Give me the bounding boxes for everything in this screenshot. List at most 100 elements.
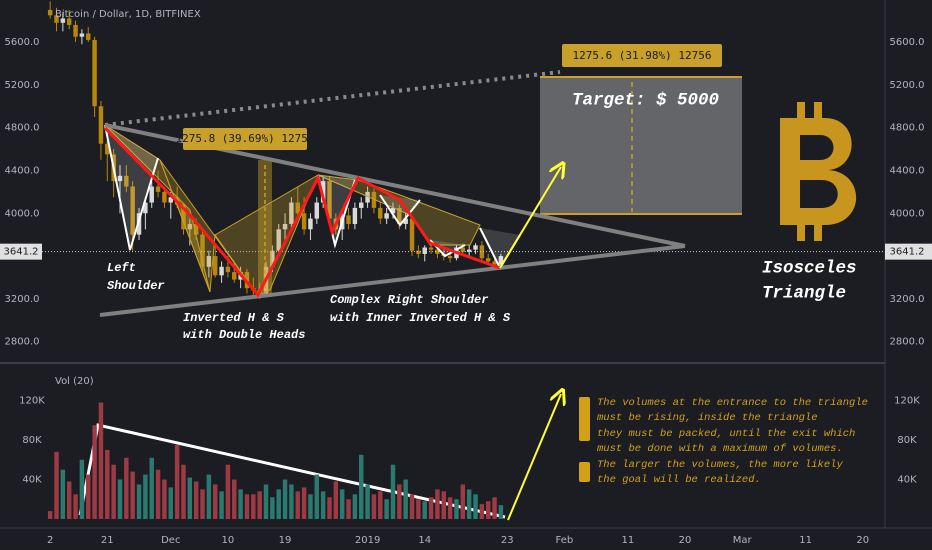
volume-bar: [168, 487, 174, 519]
candle-body: [225, 266, 231, 273]
x-tick-label: Dec: [161, 535, 180, 546]
y-tick-label: 5600.0: [890, 37, 925, 48]
volume-bar: [270, 497, 275, 519]
volume-bar: [200, 489, 205, 519]
volume-bar: [143, 474, 148, 519]
candle-body: [212, 256, 218, 276]
volume-bar: [98, 402, 104, 519]
y-tick-label: 3200.0: [5, 294, 40, 305]
target-zone: [540, 77, 742, 214]
x-tick-label: Feb: [556, 535, 574, 546]
pattern-label: Shoulder: [107, 279, 165, 293]
volume-bar: [466, 489, 472, 519]
candle-body: [403, 218, 408, 224]
volume-bar: [371, 494, 377, 519]
volume-bar: [263, 484, 269, 519]
x-tick-label: 11: [622, 535, 635, 546]
bitcoin-logo: [814, 102, 822, 120]
volume-bar: [219, 491, 224, 519]
y-tick-label: 4800.0: [890, 123, 925, 134]
y-tick-label: 3200.0: [890, 294, 925, 305]
candle-body: [397, 207, 402, 224]
x-tick-label: 21: [101, 535, 114, 546]
candle-body: [352, 207, 358, 224]
candle-body: [60, 18, 66, 23]
measure-label-box: [562, 44, 722, 67]
volume-bar: [155, 469, 161, 519]
candle-body: [155, 186, 161, 192]
candle-body: [73, 24, 78, 37]
candle-body: [327, 181, 332, 219]
volume-bar: [492, 497, 497, 519]
candle-body: [206, 256, 212, 267]
volume-bar: [409, 494, 415, 519]
volume-bar: [416, 499, 421, 519]
volume-note: the goal will be realized.: [597, 474, 761, 486]
volume-bar: [435, 489, 440, 519]
volume-bar: [346, 499, 351, 519]
volume-note: must be rising, inside the triangle: [597, 412, 818, 424]
volume-bar: [422, 501, 427, 519]
candle-body: [149, 186, 154, 203]
candle-body: [473, 245, 478, 250]
pattern-label: with Inner Inverted H & S: [330, 311, 511, 325]
candle-body: [447, 256, 453, 259]
bitcoin-logo: [780, 118, 857, 225]
volume-bar: [193, 481, 199, 519]
candle-body: [320, 181, 326, 203]
candle-body: [232, 272, 237, 280]
y-tick-label: 4000.0: [890, 208, 925, 219]
left-shoulder-line: [104, 124, 159, 251]
x-tick-label: 2019: [355, 535, 380, 546]
pattern-label: with Double Heads: [183, 328, 305, 342]
x-tick-label: 10: [222, 535, 235, 546]
candle-body: [270, 250, 275, 267]
volume-bar: [384, 499, 389, 519]
volume-bar: [403, 479, 408, 519]
volume-bar: [162, 479, 167, 519]
candles: [47, 1, 504, 299]
volume-tick-label: 40K: [22, 475, 42, 486]
x-tick-label: 11: [799, 535, 812, 546]
candle-body: [485, 258, 491, 262]
candle-body: [492, 261, 497, 265]
candle-body: [105, 143, 110, 155]
candle-body: [384, 213, 389, 219]
candle-body: [54, 15, 59, 23]
candle-body: [308, 218, 313, 230]
candle-body: [200, 234, 205, 267]
pattern-label: Complex Right Shoulder: [330, 293, 488, 307]
candle-body: [136, 213, 142, 235]
candle-body: [79, 33, 85, 37]
bitcoin-logo: [797, 223, 805, 241]
volume-bar: [149, 457, 154, 519]
volume-bar: [428, 497, 434, 519]
y-tick-label: 4400.0: [890, 165, 925, 176]
candle-body: [130, 186, 135, 235]
candle-body: [289, 202, 294, 224]
volume-tick-label: 40K: [897, 475, 917, 486]
candle-body: [359, 202, 364, 208]
y-tick-label: 2800.0: [5, 337, 40, 348]
volume-bar: [282, 479, 288, 519]
volume-bar: [447, 497, 453, 519]
candle-body: [276, 229, 281, 251]
volume-bar: [295, 491, 300, 519]
volume-bar: [473, 494, 478, 519]
candle-body: [124, 175, 129, 187]
volume-bar: [460, 484, 466, 519]
volume-bar: [136, 484, 142, 519]
volume-bar: [479, 504, 485, 519]
candle-body: [479, 245, 485, 259]
volume-bar: [111, 464, 116, 519]
y-tick-label: 4800.0: [5, 123, 40, 134]
volume-bar: [212, 484, 218, 519]
candle-body: [365, 191, 370, 203]
volume-note: The volumes at the entrance to the trian…: [597, 397, 868, 409]
volume-bar: [276, 489, 281, 519]
note-icon: [579, 397, 590, 441]
volume-bar: [327, 497, 332, 519]
chart-title: Bitcoin / Dollar, 1D, BITFINEX: [55, 9, 201, 20]
candle-body: [92, 39, 97, 107]
